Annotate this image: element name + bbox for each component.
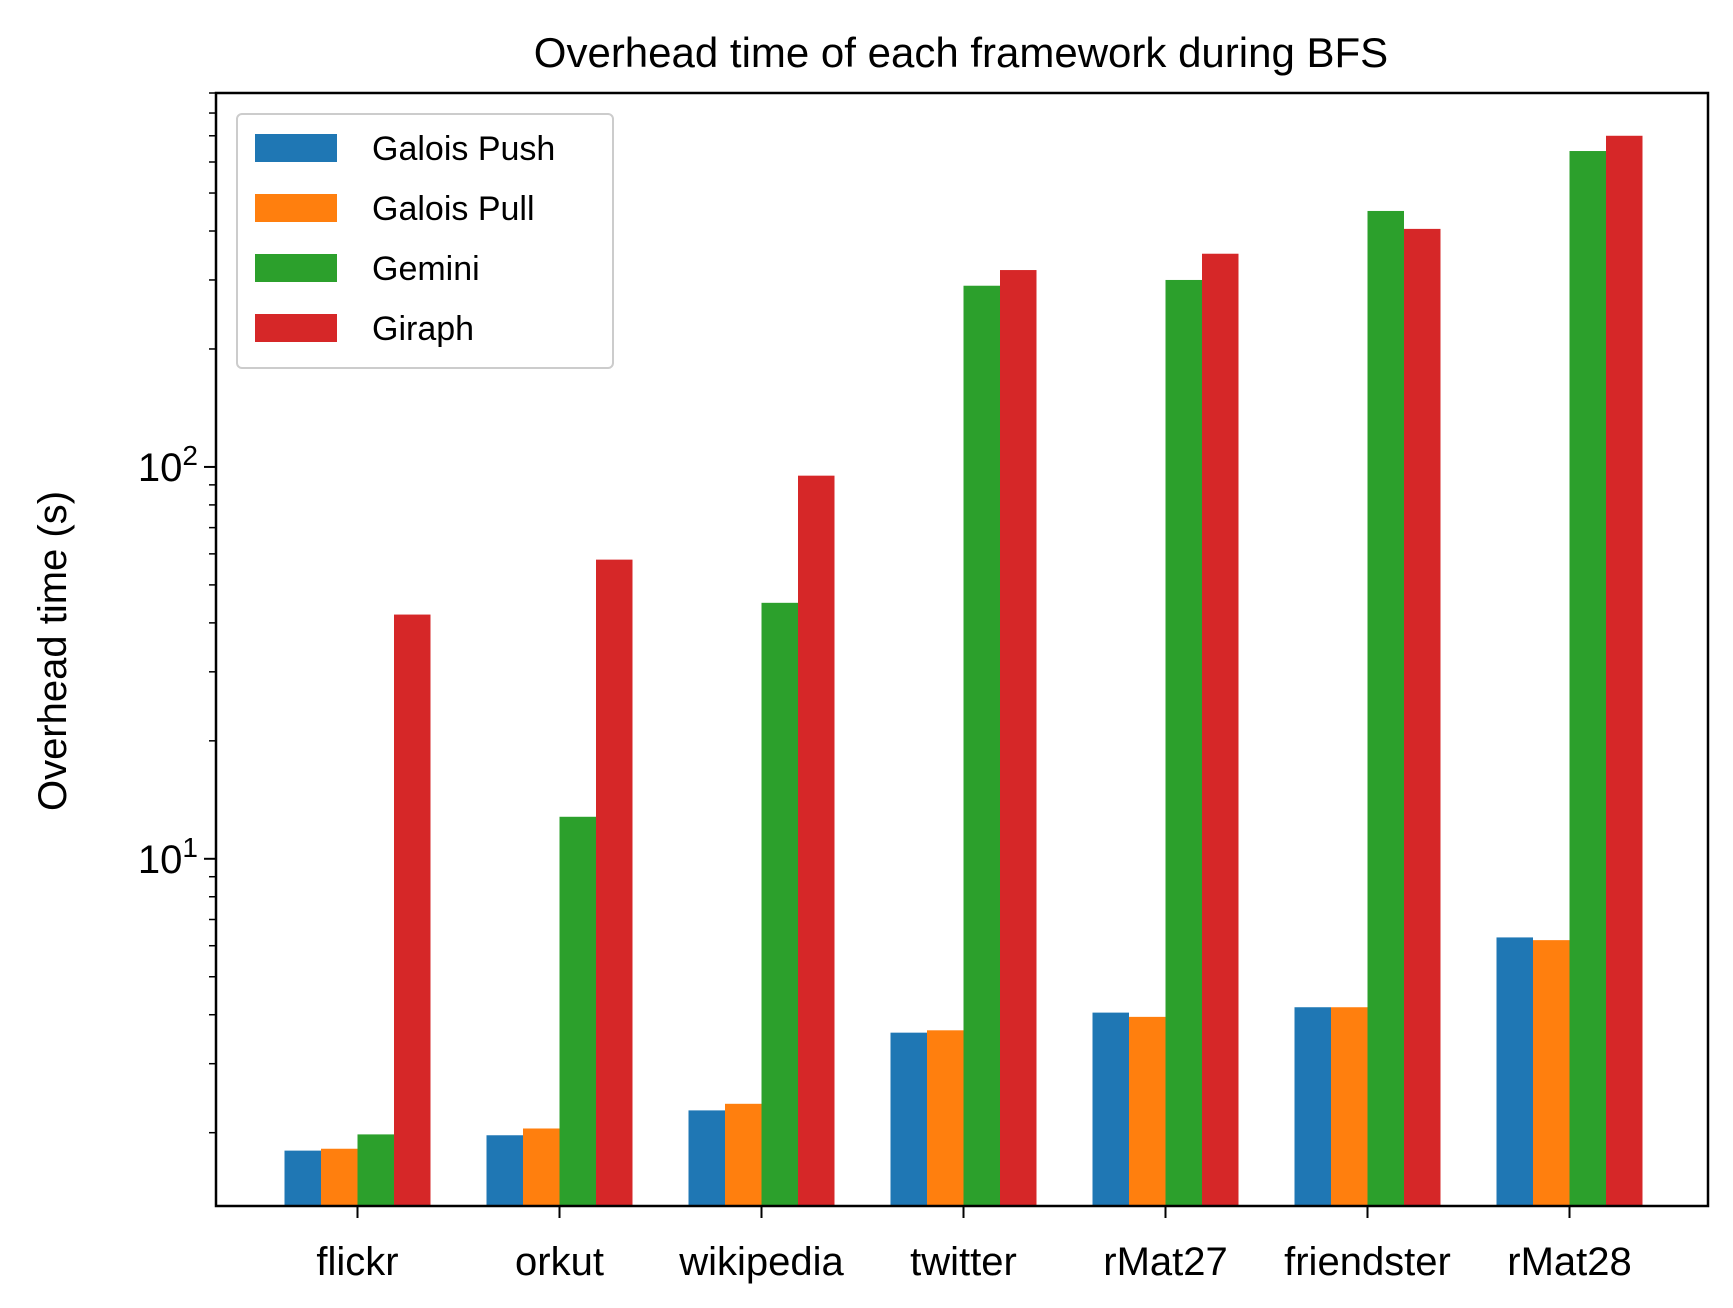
plot-frame <box>214 91 1710 1208</box>
bar-gemini-wikipedia <box>761 602 798 1206</box>
bar-galois-push-friendster <box>1294 1007 1331 1206</box>
legend-swatch <box>255 314 337 342</box>
bar-giraph-rMat28 <box>1606 135 1643 1206</box>
legend: Galois Push Galois Pull Gemini Giraph <box>236 113 614 369</box>
x-tick-label: friendster <box>1284 1240 1451 1284</box>
legend-box <box>236 113 614 369</box>
bar-giraph-friendster <box>1404 228 1441 1206</box>
bar-galois-push-flickr <box>284 1150 321 1206</box>
x-axis-ticks: flickr orkut wikipedia twitter rMat27 friends… <box>316 1206 1632 1284</box>
legend-swatch <box>255 194 337 222</box>
bar-giraph-wikipedia <box>798 475 835 1206</box>
bar-gemini-rMat27 <box>1165 279 1202 1207</box>
legend-label: Galois Push <box>372 130 555 168</box>
legend-label: Giraph <box>372 310 474 348</box>
bar-gemini-rMat28 <box>1569 151 1606 1206</box>
bar-gemini-flickr <box>357 1134 394 1206</box>
bar-galois-pull-wikipedia <box>725 1103 762 1206</box>
bar-giraph-rMat27 <box>1202 253 1239 1207</box>
bar-galois-pull-orkut <box>523 1128 560 1206</box>
x-tick-label: wikipedia <box>678 1240 844 1284</box>
y-axis-label: Overhead time (s) <box>31 491 75 811</box>
bar-galois-push-rMat28 <box>1496 937 1533 1206</box>
bars-group <box>284 135 1643 1207</box>
legend-swatch <box>255 134 337 162</box>
chart-title: Overhead time of each framework during B… <box>534 29 1388 76</box>
bar-galois-pull-rMat28 <box>1533 940 1570 1206</box>
bar-giraph-flickr <box>394 614 431 1206</box>
x-tick-label: flickr <box>316 1240 398 1284</box>
y-axis-ticks: 101 102 <box>138 92 216 1134</box>
legend-swatch <box>255 254 337 282</box>
y-tick-label: 102 <box>138 440 198 490</box>
bar-galois-pull-twitter <box>927 1030 964 1206</box>
bar-galois-pull-friendster <box>1331 1007 1368 1206</box>
bar-galois-push-wikipedia <box>688 1110 725 1206</box>
bar-gemini-friendster <box>1367 210 1404 1206</box>
x-tick-label: orkut <box>515 1240 604 1284</box>
x-tick-label: rMat28 <box>1507 1240 1632 1284</box>
legend-label: Galois Pull <box>372 190 535 228</box>
bar-galois-push-rMat27 <box>1092 1012 1129 1206</box>
bar-galois-push-orkut <box>486 1135 523 1206</box>
bar-galois-pull-rMat27 <box>1129 1016 1166 1206</box>
bar-galois-pull-flickr <box>321 1148 358 1206</box>
bar-galois-push-twitter <box>890 1032 927 1206</box>
bar-gemini-twitter <box>963 285 1000 1207</box>
bar-giraph-orkut <box>596 559 633 1206</box>
legend-label: Gemini <box>372 250 480 288</box>
y-tick-label: 101 <box>138 832 198 882</box>
x-tick-label: twitter <box>910 1240 1017 1284</box>
x-tick-label: rMat27 <box>1103 1240 1228 1284</box>
bar-gemini-orkut <box>559 816 596 1206</box>
bar-giraph-twitter <box>1000 270 1037 1206</box>
